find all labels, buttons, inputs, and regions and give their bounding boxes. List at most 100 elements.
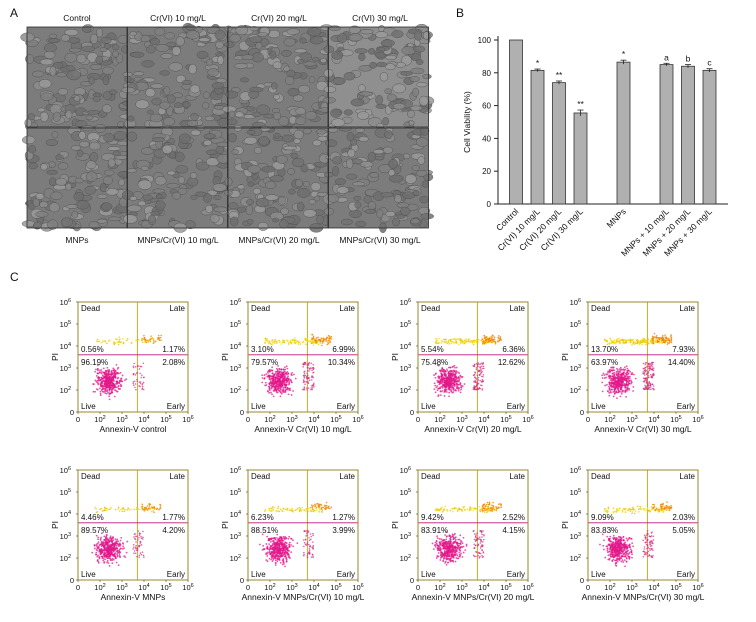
x-tick-label: 106 <box>352 415 363 424</box>
quadrant-label-early: Early <box>167 402 185 411</box>
y-tick-label: 0 <box>580 576 584 585</box>
percent-dead: 9.09% <box>591 513 614 522</box>
y-tick-label: 103 <box>400 364 411 373</box>
y-tick-label: 106 <box>60 298 71 307</box>
quadrant-label-late: Late <box>679 304 695 313</box>
bar <box>659 64 674 205</box>
x-tick-label: 102 <box>264 583 275 592</box>
y-tick-label: 106 <box>570 298 581 307</box>
x-tick-label: 105 <box>330 415 341 424</box>
quadrant-label-late: Late <box>169 304 185 313</box>
y-tick-label: 0 <box>410 576 414 585</box>
quadrant-label-early: Early <box>337 570 355 579</box>
x-tick-label: 105 <box>160 415 171 424</box>
quadrant-label-dead: Dead <box>591 472 610 481</box>
x-tick-label: 103 <box>456 415 467 424</box>
bar <box>573 112 588 205</box>
x-tick-label: 103 <box>626 583 637 592</box>
plot-frame <box>77 301 189 413</box>
x-axis-title: Annexin-V Cr(VI) 10 mg/L <box>254 424 352 434</box>
percent-dead: 3.10% <box>251 345 274 354</box>
y-tick-label: 40 <box>482 134 491 143</box>
y-tick-label: 102 <box>400 554 411 563</box>
y-tick-label: 105 <box>400 488 411 497</box>
x-tick-label: 102 <box>264 415 275 424</box>
y-tick-label: 102 <box>570 386 581 395</box>
x-tick-label: 104 <box>648 583 659 592</box>
y-tick-label: 106 <box>400 298 411 307</box>
x-tick-label: 105 <box>160 583 171 592</box>
y-axis-title: PI <box>390 521 400 529</box>
y-tick-label: 80 <box>482 69 491 78</box>
y-tick-label: 103 <box>230 532 241 541</box>
panel-label-b: B <box>456 6 465 20</box>
significance-label: * <box>622 49 626 59</box>
y-tick-label: 0 <box>240 408 244 417</box>
percent-live: 83.83% <box>591 526 618 535</box>
quadrant-label-dead: Dead <box>421 472 440 481</box>
y-tick-label: 105 <box>230 320 241 329</box>
micrograph-tile <box>20 24 133 131</box>
x-tick-label: 102 <box>94 583 105 592</box>
micrograph-tile <box>21 123 132 232</box>
flow-plot: Dead Late Live Early 4.46% 1.77% 89.57% 4.20% 00… <box>50 466 194 602</box>
quadrant-label-late: Late <box>169 472 185 481</box>
quadrant-label-early: Early <box>677 570 695 579</box>
bar <box>681 65 695 205</box>
x-tick-label: 0 <box>246 583 250 592</box>
x-axis-title: Annexin-V Cr(VI) 20 mg/L <box>424 424 522 434</box>
quadrant-label-live: Live <box>81 570 96 579</box>
quadrant-label-live: Live <box>421 402 436 411</box>
quadrant-label-live: Live <box>591 570 606 579</box>
percent-live: 75.48% <box>421 358 448 367</box>
y-tick-label: 105 <box>570 320 581 329</box>
percent-early: 10.34% <box>328 358 355 367</box>
percent-early: 14.40% <box>668 358 695 367</box>
x-tick-label: 0 <box>416 583 420 592</box>
y-tick-label: 103 <box>60 364 71 373</box>
quadrant-label-dead: Dead <box>251 472 270 481</box>
quadrant-label-late: Late <box>339 472 355 481</box>
y-tick-label: 104 <box>60 510 71 519</box>
x-axis-title: Annexin-V MNPs/Cr(VI) 30 mg/L <box>582 592 705 602</box>
micrograph-grid <box>20 22 435 234</box>
panel-label-c: C <box>10 270 19 284</box>
x-tick-label: 0 <box>416 415 420 424</box>
quadrant-label-late: Late <box>509 304 525 313</box>
percent-late: 7.93% <box>672 345 695 354</box>
quadrant-label-live: Live <box>251 570 266 579</box>
y-tick-label: 105 <box>400 320 411 329</box>
flow-plot: Dead Late Live Early 13.70% 7.93% 63.97% 14.40%… <box>560 298 704 434</box>
y-tick-label: 0 <box>410 408 414 417</box>
percent-live: 63.97% <box>591 358 618 367</box>
y-tick-label: 102 <box>60 554 71 563</box>
flow-plot: Dead Late Live Early 9.09% 2.03% 83.83% 5.05% 00… <box>560 466 705 602</box>
x-tick-label: 104 <box>308 583 319 592</box>
x-tick-label: 103 <box>116 415 127 424</box>
y-tick-label: 103 <box>60 532 71 541</box>
percent-early: 2.08% <box>162 358 185 367</box>
bar <box>530 69 545 205</box>
y-tick-label: 105 <box>60 488 71 497</box>
percent-early: 12.62% <box>498 358 525 367</box>
y-tick-label: 102 <box>230 386 241 395</box>
percent-dead: 5.54% <box>421 345 444 354</box>
y-tick-label: 102 <box>400 386 411 395</box>
plot-frame <box>587 469 699 581</box>
micrograph-tile <box>322 23 435 131</box>
quadrant-label-dead: Dead <box>591 304 610 313</box>
x-tick-label: 106 <box>352 583 363 592</box>
x-axis-title: Annexin-V control <box>99 424 166 434</box>
bar <box>616 61 631 205</box>
plot-frame <box>247 301 359 413</box>
percent-dead: 13.70% <box>591 345 618 354</box>
quadrant-label-dead: Dead <box>251 304 270 313</box>
quadrant-label-live: Live <box>251 402 266 411</box>
y-axis-title: PI <box>220 353 230 361</box>
micrograph-tile <box>121 22 231 129</box>
x-tick-label: 103 <box>286 415 297 424</box>
quadrant-label-late: Late <box>509 472 525 481</box>
x-tick-label: 106 <box>692 415 703 424</box>
y-tick-label: 104 <box>570 342 581 351</box>
